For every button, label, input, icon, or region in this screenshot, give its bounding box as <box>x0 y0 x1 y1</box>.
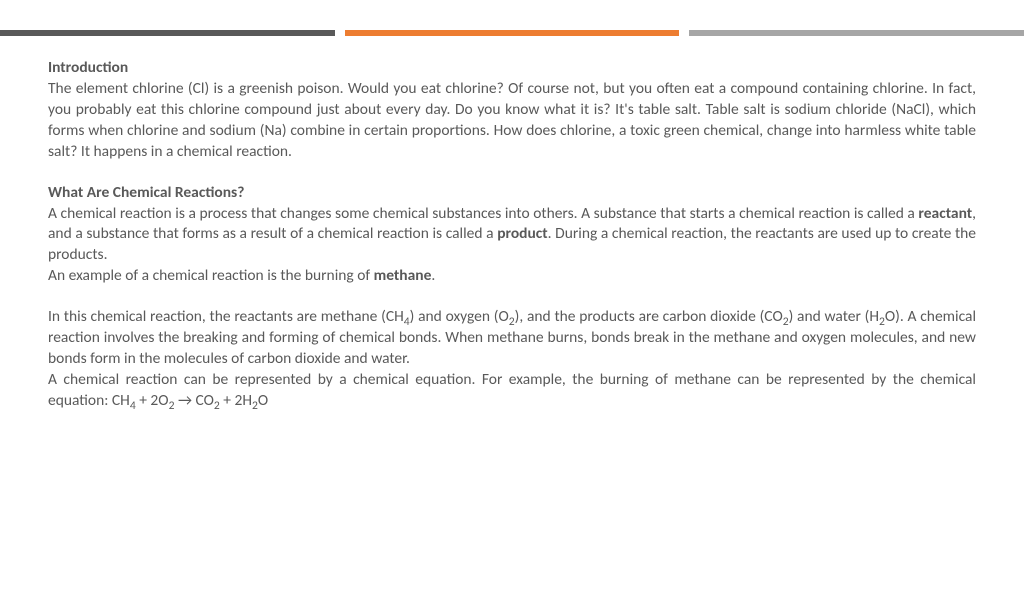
paragraph-equation: A chemical reaction can be represented b… <box>48 370 976 412</box>
bold-reactant: reactant <box>918 204 972 223</box>
paragraph-methane-example: An example of a chemical reaction is the… <box>48 266 976 287</box>
document-body: Introduction The element chlorine (Cl) i… <box>0 36 1024 412</box>
heading-introduction: Introduction <box>48 58 128 77</box>
heading-reactions: What Are Chemical Reactions? <box>48 183 244 202</box>
decorative-top-bars <box>0 30 1024 36</box>
bold-product: product <box>497 224 547 243</box>
text-frag: . <box>431 266 435 285</box>
paragraph-reactions-1: A chemical reaction is a process that ch… <box>48 204 976 267</box>
bold-methane: methane <box>374 266 432 285</box>
text-frag: An example of a chemical reaction is the… <box>48 266 374 285</box>
bar-orange <box>345 30 680 36</box>
paragraph-intro: The element chlorine (Cl) is a greenish … <box>48 79 976 163</box>
text-frag: A chemical reaction is a process that ch… <box>48 204 918 223</box>
bar-light <box>689 30 1024 36</box>
paragraph-reaction-detail: In this chemical reaction, the reactants… <box>48 307 976 370</box>
bar-dark <box>0 30 335 36</box>
